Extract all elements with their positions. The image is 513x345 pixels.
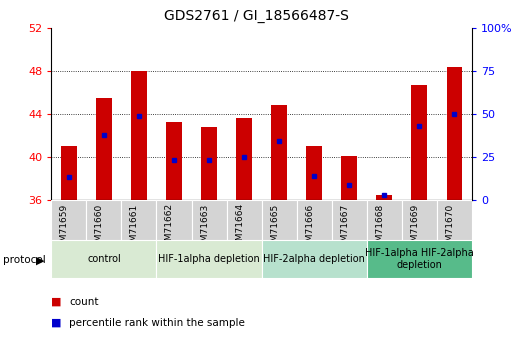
Bar <box>297 200 332 240</box>
Text: ■: ■ <box>51 297 62 307</box>
Text: GSM71663: GSM71663 <box>200 203 209 253</box>
Text: GSM71662: GSM71662 <box>165 203 174 253</box>
Text: count: count <box>69 297 99 307</box>
Text: GSM71664: GSM71664 <box>235 203 244 253</box>
Bar <box>156 200 191 240</box>
Text: GDS2761 / GI_18566487-S: GDS2761 / GI_18566487-S <box>164 9 349 23</box>
Bar <box>271 105 287 200</box>
Text: ▶: ▶ <box>36 256 44 265</box>
Bar <box>131 71 147 200</box>
Bar <box>122 200 156 240</box>
Text: GSM71659: GSM71659 <box>60 203 69 253</box>
Text: GSM71665: GSM71665 <box>270 203 279 253</box>
Bar <box>367 240 472 278</box>
Bar <box>367 200 402 240</box>
Text: HIF-1alpha HIF-2alpha
depletion: HIF-1alpha HIF-2alpha depletion <box>365 248 473 269</box>
Bar <box>341 156 357 200</box>
Bar <box>156 240 262 278</box>
Bar <box>201 127 217 200</box>
Bar <box>411 85 427 200</box>
Bar <box>61 146 77 200</box>
Text: GSM71668: GSM71668 <box>376 203 384 253</box>
Bar <box>236 118 252 200</box>
Bar <box>262 200 297 240</box>
Bar <box>191 200 227 240</box>
Text: HIF-1alpha depletion: HIF-1alpha depletion <box>158 254 260 264</box>
Bar <box>306 146 322 200</box>
Bar <box>402 200 437 240</box>
Bar <box>262 240 367 278</box>
Text: GSM71661: GSM71661 <box>130 203 139 253</box>
Text: HIF-2alpha depletion: HIF-2alpha depletion <box>263 254 365 264</box>
Bar <box>96 98 112 200</box>
Text: GSM71670: GSM71670 <box>445 203 455 253</box>
Bar <box>377 195 392 200</box>
Bar <box>51 200 86 240</box>
Bar <box>332 200 367 240</box>
Text: ■: ■ <box>51 318 62 327</box>
Text: percentile rank within the sample: percentile rank within the sample <box>69 318 245 327</box>
Bar <box>166 122 182 200</box>
Text: GSM71666: GSM71666 <box>305 203 314 253</box>
Bar <box>51 240 156 278</box>
Bar <box>446 68 462 200</box>
Bar <box>227 200 262 240</box>
Text: GSM71660: GSM71660 <box>95 203 104 253</box>
Bar <box>86 200 122 240</box>
Text: protocol: protocol <box>3 256 45 265</box>
Text: GSM71669: GSM71669 <box>410 203 419 253</box>
Text: GSM71667: GSM71667 <box>340 203 349 253</box>
Bar <box>437 200 472 240</box>
Text: control: control <box>87 254 121 264</box>
